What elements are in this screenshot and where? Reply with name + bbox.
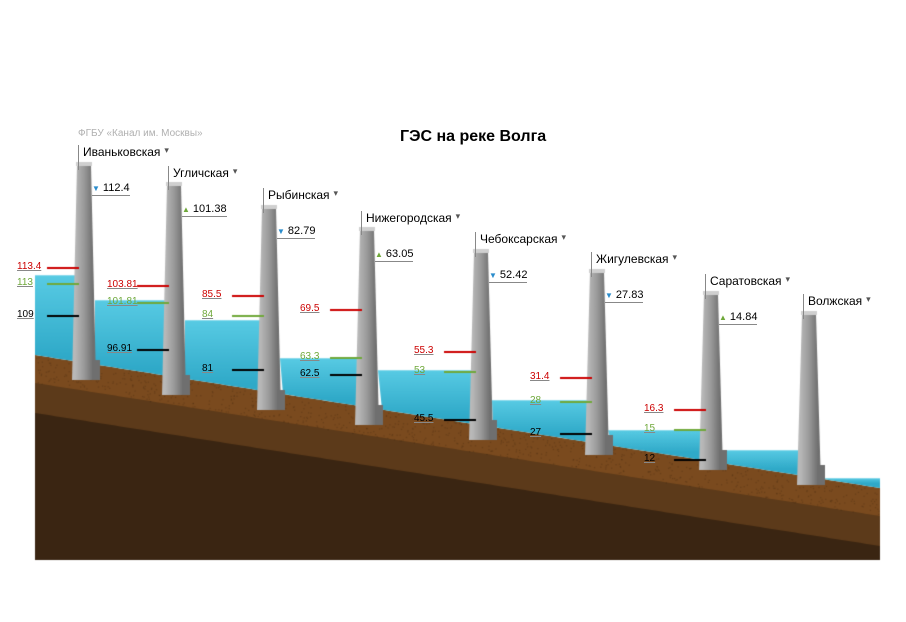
dam-label[interactable]: Волжская ▾: [803, 294, 871, 319]
marker-value: 12: [644, 453, 655, 464]
marker-number: 62.5: [300, 368, 319, 379]
dam-name-text: Нижегородская: [366, 211, 452, 225]
marker-number: 53: [414, 365, 425, 376]
water-level-value[interactable]: ▲63.05: [375, 248, 413, 262]
dam-name-text: Угличская: [173, 166, 229, 180]
dam-name-text: Чебоксарская: [480, 232, 558, 246]
water-level-value[interactable]: ▲101.38: [182, 203, 227, 217]
triangle-up-icon: ▲: [375, 250, 383, 259]
level-number: 82.79: [288, 225, 316, 237]
dam-label[interactable]: Иваньковская ▾: [78, 145, 169, 170]
marker-value: 62.5: [300, 368, 319, 379]
chart-title: ГЭС на реке Волга: [400, 128, 546, 146]
marker-value: 85.5: [202, 289, 221, 300]
marker-value: 16.3: [644, 403, 663, 414]
water-level-value[interactable]: ▲14.84: [719, 311, 757, 325]
marker-value: 96.91: [107, 343, 132, 354]
marker-value: 103.81: [107, 279, 138, 290]
marker-value: 53: [414, 365, 425, 376]
dropdown-caret-icon: ▾: [673, 252, 678, 263]
dam-name-text: Жигулевская: [596, 252, 669, 266]
dropdown-caret-icon: ▾: [233, 166, 238, 177]
source-subtitle: ФГБУ «Канал им. Москвы»: [78, 128, 203, 139]
dropdown-caret-icon: ▾: [334, 188, 339, 199]
triangle-down-icon: ▼: [277, 227, 285, 236]
marker-number: 16.3: [644, 403, 663, 414]
marker-number: 27: [530, 427, 541, 438]
water-level-value[interactable]: ▼112.4: [92, 182, 130, 196]
marker-number: 85.5: [202, 289, 221, 300]
marker-value: 101.81: [107, 296, 138, 307]
level-number: 14.84: [730, 311, 758, 323]
marker-number: 109: [17, 309, 34, 320]
dam-label[interactable]: Угличская ▾: [168, 166, 237, 190]
dropdown-caret-icon: ▾: [164, 145, 169, 156]
cascade-diagram: [0, 0, 906, 622]
marker-value: 81: [202, 363, 213, 374]
dam-label[interactable]: Чебоксарская ▾: [475, 232, 566, 257]
marker-number: 55.3: [414, 345, 433, 356]
triangle-down-icon: ▼: [489, 271, 497, 280]
marker-number: 45.5: [414, 413, 433, 424]
dam-label[interactable]: Нижегородская ▾: [361, 211, 460, 235]
marker-value: 84: [202, 309, 213, 320]
dam-name-text: Рыбинская: [268, 188, 330, 202]
water-level-value[interactable]: ▼82.79: [277, 225, 315, 239]
marker-value: 69.5: [300, 303, 319, 314]
marker-number: 96.91: [107, 343, 132, 354]
marker-value: 113: [17, 277, 33, 288]
triangle-up-icon: ▲: [182, 205, 190, 214]
triangle-down-icon: ▼: [605, 291, 613, 300]
dropdown-caret-icon: ▾: [562, 232, 567, 243]
dam-name-text: Иваньковская: [83, 145, 160, 159]
dam-label[interactable]: Саратовская ▾: [705, 274, 790, 299]
marker-value: 55.3: [414, 345, 433, 356]
water-level-value[interactable]: ▼52.42: [489, 269, 527, 283]
marker-number: 81: [202, 363, 213, 374]
level-number: 27.83: [616, 289, 644, 301]
marker-number: 31.4: [530, 371, 549, 382]
marker-number: 113.4: [17, 261, 41, 272]
marker-value: 45.5: [414, 413, 433, 424]
level-number: 52.42: [500, 269, 528, 281]
marker-value: 63.3: [300, 351, 319, 362]
marker-number: 84: [202, 309, 213, 320]
marker-number: 103.81: [107, 279, 138, 290]
marker-number: 101.81: [107, 296, 138, 307]
dropdown-caret-icon: ▾: [866, 294, 871, 305]
marker-value: 109: [17, 309, 34, 320]
marker-value: 27: [530, 427, 541, 438]
marker-number: 28: [530, 395, 541, 406]
triangle-up-icon: ▲: [719, 313, 727, 322]
marker-value: 113.4: [17, 261, 41, 272]
marker-number: 15: [644, 423, 655, 434]
dropdown-caret-icon: ▾: [456, 211, 461, 222]
marker-number: 12: [644, 453, 655, 464]
marker-number: 69.5: [300, 303, 319, 314]
marker-number: 113: [17, 277, 33, 288]
level-number: 101.38: [193, 203, 227, 215]
triangle-down-icon: ▼: [92, 184, 100, 193]
marker-number: 63.3: [300, 351, 319, 362]
level-number: 112.4: [103, 182, 130, 194]
water-level-value[interactable]: ▼27.83: [605, 289, 643, 303]
dam-label[interactable]: Жигулевская ▾: [591, 252, 677, 277]
dam-name-text: Волжская: [808, 294, 862, 308]
marker-value: 28: [530, 395, 541, 406]
level-number: 63.05: [386, 248, 414, 260]
marker-value: 31.4: [530, 371, 549, 382]
dropdown-caret-icon: ▾: [786, 274, 791, 285]
dam-name-text: Саратовская: [710, 274, 782, 288]
marker-value: 15: [644, 423, 655, 434]
dam-label[interactable]: Рыбинская ▾: [263, 188, 338, 213]
